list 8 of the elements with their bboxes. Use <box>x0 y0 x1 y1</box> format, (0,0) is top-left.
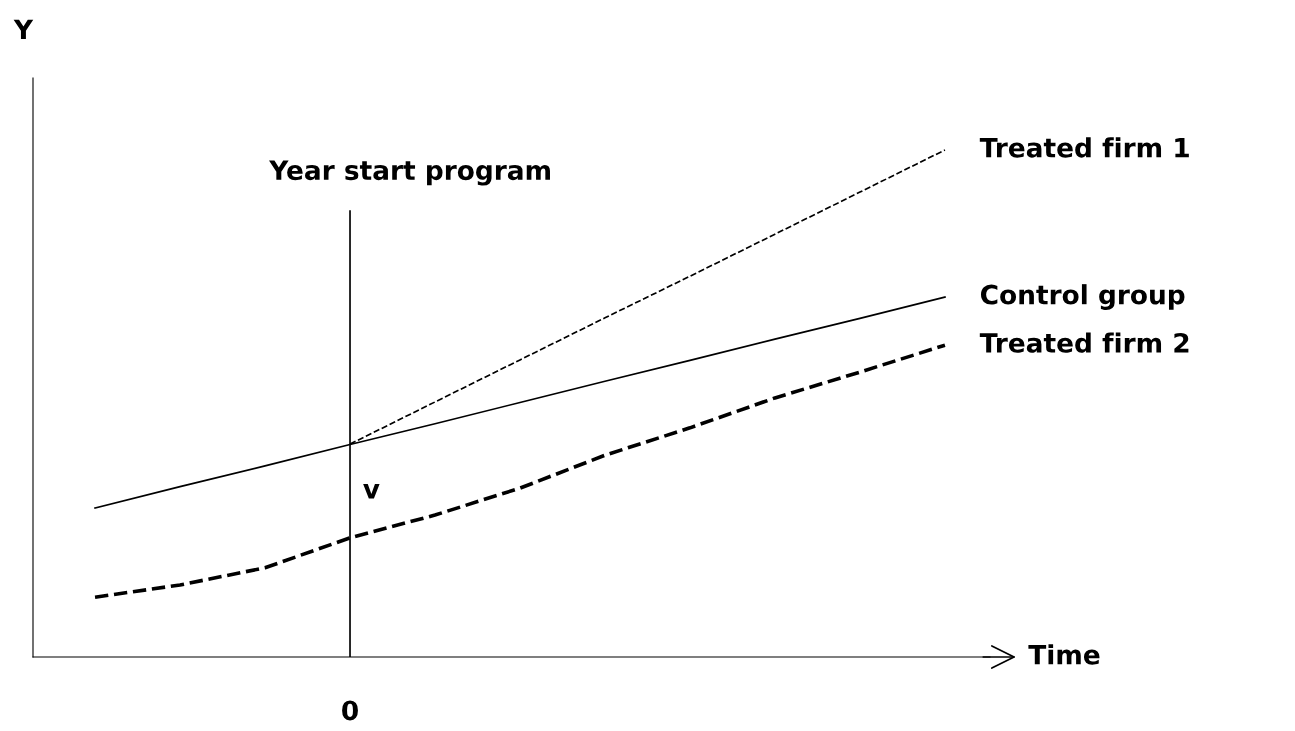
y-axis-title: Y <box>13 19 34 39</box>
text: 0 <box>342 700 358 721</box>
series-label: Treated firm 1 <box>979 137 1189 158</box>
annotation: v <box>363 484 380 499</box>
series-label: Treated firm 2 <box>979 332 1189 353</box>
annotation: Year start program <box>269 160 550 186</box>
x-axis-title: Time <box>1028 644 1100 665</box>
series-label: Control group <box>980 284 1185 310</box>
